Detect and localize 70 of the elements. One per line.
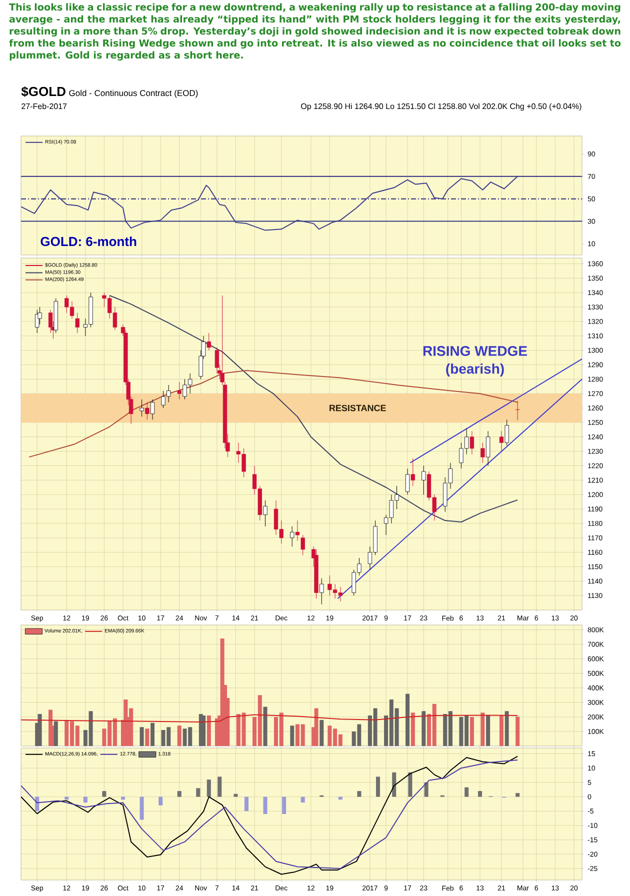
bar <box>244 796 248 812</box>
candlestick <box>405 468 410 495</box>
candlestick <box>145 402 150 420</box>
bar <box>408 772 412 797</box>
bar <box>158 796 163 806</box>
candlestick <box>410 458 415 486</box>
candlestick <box>206 332 211 351</box>
candlestick <box>486 430 490 466</box>
text: Gold - Continuous Contract (EOD) <box>69 90 198 98</box>
bar <box>140 796 144 820</box>
bar <box>218 776 222 797</box>
band-label: RESISTANCE <box>330 404 386 412</box>
annotation: GOLD: 6-month <box>40 236 136 246</box>
bar <box>424 782 428 797</box>
candlestick <box>75 312 80 334</box>
candlestick <box>290 526 294 547</box>
bar <box>177 791 182 797</box>
text: $GOLD <box>21 86 66 97</box>
bar <box>478 791 482 797</box>
chart-title: This looks like a classic recipe for a new downtrend, a weakening rally up to resistance at a falling 200-day moving average - and the market has already “tipped its hand” with PM stock holders legging it for the exits yesterday, resulting in a more than 5% drop. Yesterday’s doji in gold showed indecision and it is now expected tobreak down from the bearish Rising Wedge shown and go into retreat. It is also viewed as no coincidence that oil looks set to plummet. Gold is regarded as a short here. <box>9 3 621 61</box>
annotation: (bearish) <box>446 363 504 377</box>
bar <box>300 796 305 803</box>
candlestick <box>480 442 485 464</box>
bar <box>38 714 42 746</box>
bar <box>150 722 155 746</box>
candlestick <box>320 578 324 604</box>
candlestick <box>499 430 504 452</box>
bar <box>282 796 286 814</box>
candlestick <box>516 400 520 421</box>
bar <box>394 708 399 746</box>
text: 27-Feb-2017 <box>22 103 67 110</box>
bar <box>263 796 268 814</box>
candlestick <box>300 534 305 556</box>
bar <box>145 728 150 746</box>
bar <box>102 791 106 797</box>
bar <box>83 796 88 803</box>
bar <box>263 706 268 746</box>
line-series <box>21 714 518 723</box>
bar <box>54 721 58 746</box>
bar <box>177 726 182 746</box>
bar <box>314 708 318 746</box>
bar <box>486 715 490 746</box>
candlestick <box>263 500 268 527</box>
candlestick <box>504 419 509 446</box>
bar <box>234 794 238 797</box>
bar <box>357 791 362 797</box>
candlestick <box>140 399 144 417</box>
bar <box>392 772 396 797</box>
bar <box>516 793 520 797</box>
candlestick <box>150 399 155 420</box>
bar <box>499 715 504 746</box>
candlestick <box>177 382 182 400</box>
candlestick <box>295 520 300 541</box>
bar <box>410 712 415 746</box>
bar <box>206 715 211 746</box>
bar <box>464 787 469 797</box>
bar <box>470 716 474 746</box>
candlestick <box>422 465 426 495</box>
text: Op 1258.90 Hi 1264.90 Lo 1251.50 Cl 1258.80 Vol 202.0K Chg +0.50 (+0.04%) <box>301 103 582 111</box>
candlestick <box>470 430 474 454</box>
bar <box>516 716 520 746</box>
bar <box>376 776 380 797</box>
bar <box>320 720 324 746</box>
annotation: RISING WEDGE <box>423 346 527 356</box>
bar <box>196 788 200 797</box>
bar <box>206 780 211 797</box>
line-series <box>21 176 518 231</box>
bar <box>480 712 485 746</box>
bar <box>140 727 144 746</box>
bar <box>202 715 206 746</box>
